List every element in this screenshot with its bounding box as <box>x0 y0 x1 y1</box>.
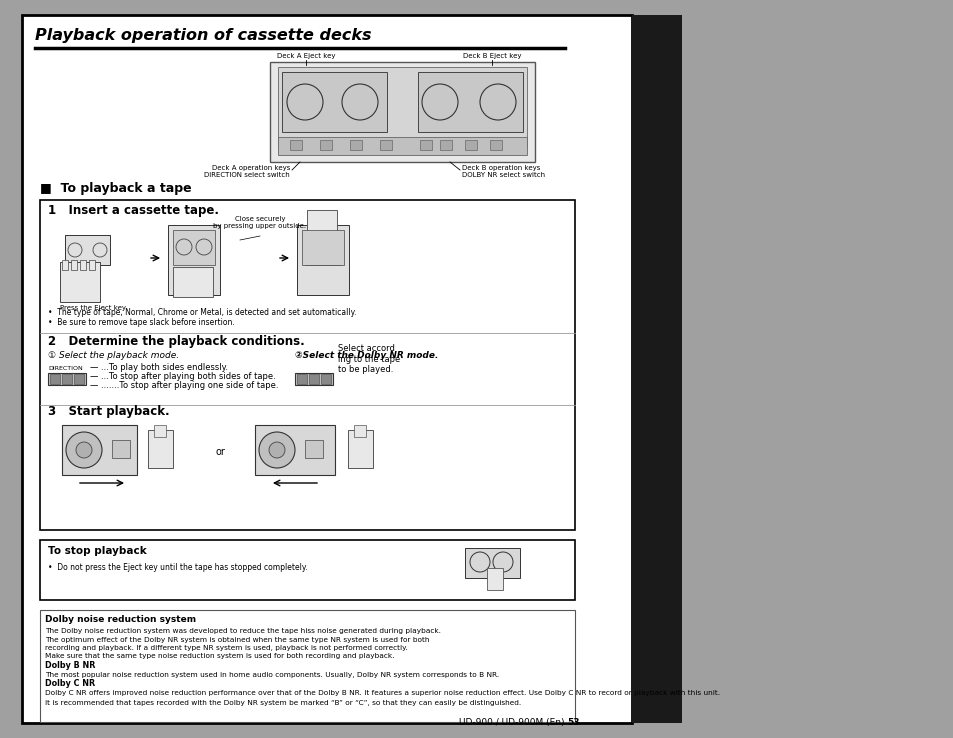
Text: — ...To stop after playing both sides of tape.: — ...To stop after playing both sides of… <box>90 372 275 381</box>
Bar <box>464 140 476 150</box>
Text: The most popular noise reduction system used in home audio components. Usually, : The most popular noise reduction system … <box>45 672 498 678</box>
Bar <box>40 610 575 722</box>
Bar <box>490 140 501 150</box>
Bar <box>464 548 519 578</box>
Bar <box>290 140 302 150</box>
Text: or: or <box>214 447 225 457</box>
Text: ■  To playback a tape: ■ To playback a tape <box>40 182 192 195</box>
Bar <box>62 374 71 384</box>
Bar <box>302 230 344 265</box>
Text: DIRECTION select switch: DIRECTION select switch <box>204 172 290 178</box>
Bar <box>89 260 95 270</box>
Bar <box>22 15 631 723</box>
Text: UD-900 / UD-900M (En): UD-900 / UD-900M (En) <box>459 718 564 727</box>
Bar <box>71 260 77 270</box>
Bar <box>419 140 432 150</box>
Bar <box>172 267 213 297</box>
Bar <box>40 200 575 530</box>
Bar <box>153 425 166 437</box>
Circle shape <box>269 442 285 458</box>
Circle shape <box>66 432 102 468</box>
Text: DIRECTION: DIRECTION <box>48 366 83 371</box>
Bar <box>486 568 502 590</box>
Bar <box>62 425 137 475</box>
Text: — ...To play both sides endlessly.: — ...To play both sides endlessly. <box>90 363 228 372</box>
Text: ②Select the Dolby NR mode.: ②Select the Dolby NR mode. <box>294 351 438 360</box>
Text: Deck A Eject key: Deck A Eject key <box>276 53 335 59</box>
Bar <box>48 373 86 385</box>
Bar <box>296 374 307 384</box>
Bar <box>305 440 323 458</box>
Text: Deck A operation keys: Deck A operation keys <box>212 165 290 171</box>
Bar <box>270 62 535 162</box>
Text: Make sure that the same type noise reduction system is used for both recording a: Make sure that the same type noise reduc… <box>45 653 395 659</box>
Bar <box>40 540 575 600</box>
Bar <box>309 374 318 384</box>
Text: Dolby noise reduction system: Dolby noise reduction system <box>45 615 196 624</box>
Text: Select accord
ing to the tape
to be played.: Select accord ing to the tape to be play… <box>337 344 400 374</box>
Text: 1   Insert a cassette tape.: 1 Insert a cassette tape. <box>48 204 219 217</box>
Text: Deck B operation keys: Deck B operation keys <box>461 165 539 171</box>
Text: DOLBY NR select switch: DOLBY NR select switch <box>461 172 544 178</box>
Bar <box>172 230 214 265</box>
Bar <box>60 262 100 302</box>
Bar <box>282 72 387 132</box>
Circle shape <box>258 432 294 468</box>
Bar <box>277 137 526 155</box>
Text: Playback operation of cassette decks: Playback operation of cassette decks <box>35 28 371 43</box>
Bar <box>350 140 361 150</box>
Bar <box>148 430 172 468</box>
Bar <box>319 140 332 150</box>
Text: recording and playback. If a different type NR system is used, playback is not p: recording and playback. If a different t… <box>45 645 408 651</box>
Text: •  The type of tape, Normal, Chrome or Metal, is detected and set automatically.: • The type of tape, Normal, Chrome or Me… <box>48 308 356 317</box>
Text: Dolby C NR: Dolby C NR <box>45 679 95 688</box>
Bar <box>80 260 86 270</box>
Bar <box>348 430 373 468</box>
Text: The Dolby noise reduction system was developed to reduce the tape hiss noise gen: The Dolby noise reduction system was dev… <box>45 628 440 634</box>
Text: •  Do not press the Eject key until the tape has stopped completely.: • Do not press the Eject key until the t… <box>48 563 307 572</box>
Text: Close securely
by pressing upper outside.: Close securely by pressing upper outside… <box>213 216 306 229</box>
Text: Press the Eject key: Press the Eject key <box>60 305 126 311</box>
Text: It is recommended that tapes recorded with the Dolby NR system be marked “B” or : It is recommended that tapes recorded wi… <box>45 700 520 706</box>
Text: Dolby C NR offers improved noise reduction performance over that of the Dolby B : Dolby C NR offers improved noise reducti… <box>45 690 720 696</box>
Circle shape <box>76 442 91 458</box>
Bar <box>296 225 349 295</box>
Bar <box>254 425 335 475</box>
Bar <box>631 15 681 723</box>
Bar <box>417 72 522 132</box>
Text: •  Be sure to remove tape slack before insertion.: • Be sure to remove tape slack before in… <box>48 318 234 327</box>
Text: — .......To stop after playing one side of tape.: — .......To stop after playing one side … <box>90 381 278 390</box>
Text: To stop playback: To stop playback <box>48 546 147 556</box>
Bar <box>62 260 68 270</box>
Bar <box>50 374 60 384</box>
Bar <box>379 140 392 150</box>
Text: The optimum effect of the Dolby NR system is obtained when the same type NR syst: The optimum effect of the Dolby NR syste… <box>45 637 429 643</box>
Bar <box>112 440 130 458</box>
Bar <box>65 235 110 265</box>
Bar <box>74 374 84 384</box>
Bar <box>277 67 526 147</box>
Bar <box>305 235 339 265</box>
Bar <box>307 210 336 240</box>
Text: 3   Start playback.: 3 Start playback. <box>48 405 170 418</box>
Text: 2   Determine the playback conditions.: 2 Determine the playback conditions. <box>48 335 304 348</box>
Bar <box>439 140 452 150</box>
Bar <box>294 373 333 385</box>
Text: Dolby B NR: Dolby B NR <box>45 661 95 670</box>
Bar <box>354 425 366 437</box>
Text: 53: 53 <box>566 718 578 727</box>
Text: Deck B Eject key: Deck B Eject key <box>462 53 520 59</box>
Bar <box>320 374 331 384</box>
Text: ① Select the playback mode.: ① Select the playback mode. <box>48 351 179 360</box>
Bar <box>168 225 220 295</box>
